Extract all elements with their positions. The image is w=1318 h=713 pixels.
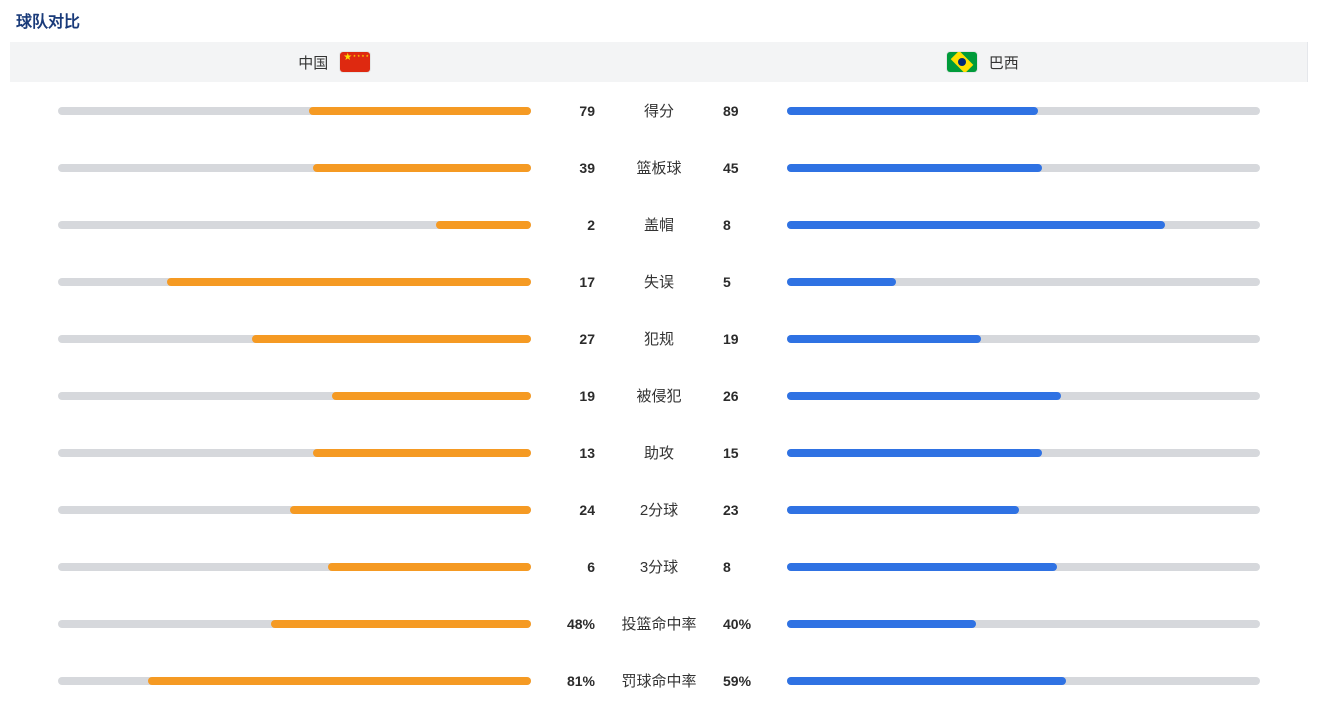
stat-value-left: 79 [541,103,599,119]
stat-label: 失误 [609,271,709,292]
bar-fill-left [332,392,531,400]
bar-track-left [58,677,531,685]
bar-track-left [58,620,531,628]
stat-label: 罚球命中率 [609,670,709,691]
stat-label: 3分球 [609,556,709,577]
bar-track-left [58,221,531,229]
stat-label: 投篮命中率 [609,613,709,634]
stat-value-left: 39 [541,160,599,176]
stat-value-right: 45 [719,160,777,176]
bar-fill-right [787,392,1061,400]
stat-row: 6 3分球 8 [58,556,1260,577]
bar-fill-right [787,677,1066,685]
china-flag-icon [340,52,370,72]
stat-value-right: 8 [719,217,777,233]
bar-fill-right [787,506,1019,514]
stat-row: 17 失误 5 [58,271,1260,292]
bar-track-right [787,620,1260,628]
stat-row: 81% 罚球命中率 59% [58,670,1260,691]
bar-track-right [787,506,1260,514]
stats-list: 79得分8939篮板球452盖帽817失误527犯规1919被侵犯2613助攻1… [10,82,1308,691]
bar-fill-right [787,449,1042,457]
stat-row: 79 得分 89 [58,100,1260,121]
stat-label: 得分 [609,100,709,121]
bar-fill-left [309,107,531,115]
team-right: 巴西 [659,42,1308,82]
stat-value-right: 5 [719,274,777,290]
bar-fill-left [252,335,531,343]
section-title: 球队对比 [16,8,1308,32]
bar-track-right [787,392,1260,400]
bar-track-left [58,449,531,457]
stat-value-left: 13 [541,445,599,461]
stat-value-right: 40% [719,616,777,632]
bar-fill-left [148,677,531,685]
bar-track-left [58,278,531,286]
stat-label: 篮板球 [609,157,709,178]
bar-fill-left [271,620,531,628]
stat-value-right: 8 [719,559,777,575]
stat-label: 盖帽 [609,214,709,235]
team-header: 中国 巴西 [10,42,1308,82]
stat-value-right: 89 [719,103,777,119]
stat-value-right: 15 [719,445,777,461]
stat-row: 39 篮板球 45 [58,157,1260,178]
stat-row: 19 被侵犯 26 [58,385,1260,406]
bar-track-right [787,164,1260,172]
bar-track-left [58,563,531,571]
bar-track-right [787,449,1260,457]
bar-fill-left [328,563,531,571]
brazil-flag-icon [947,52,977,72]
bar-track-right [787,563,1260,571]
bar-track-right [787,335,1260,343]
stat-value-left: 17 [541,274,599,290]
stat-row: 24 2分球 23 [58,499,1260,520]
bar-fill-right [787,335,981,343]
bar-fill-right [787,221,1165,229]
bar-fill-right [787,620,976,628]
stat-row: 48% 投篮命中率 40% [58,613,1260,634]
stat-value-left: 2 [541,217,599,233]
bar-track-right [787,221,1260,229]
stat-value-left: 27 [541,331,599,347]
bar-fill-left [167,278,531,286]
stat-label: 助攻 [609,442,709,463]
bar-track-right [787,107,1260,115]
bar-track-left [58,107,531,115]
stat-value-left: 48% [541,616,599,632]
stat-value-left: 19 [541,388,599,404]
bar-fill-left [290,506,531,514]
bar-fill-right [787,164,1042,172]
bar-fill-left [313,164,531,172]
bar-track-left [58,392,531,400]
bar-track-right [787,278,1260,286]
stat-value-right: 26 [719,388,777,404]
bar-track-right [787,677,1260,685]
stat-label: 被侵犯 [609,385,709,406]
bar-fill-right [787,563,1057,571]
stat-row: 27 犯规 19 [58,328,1260,349]
bar-fill-right [787,278,896,286]
stat-label: 犯规 [609,328,709,349]
team-left-name: 中国 [298,52,328,73]
stat-row: 2 盖帽 8 [58,214,1260,235]
team-left: 中国 [10,42,659,82]
stat-value-right: 23 [719,502,777,518]
stat-value-left: 81% [541,673,599,689]
bar-track-left [58,164,531,172]
stat-label: 2分球 [609,499,709,520]
stat-row: 13 助攻 15 [58,442,1260,463]
stat-value-left: 6 [541,559,599,575]
stat-value-right: 59% [719,673,777,689]
bar-track-left [58,335,531,343]
stat-value-right: 19 [719,331,777,347]
bar-fill-left [313,449,531,457]
bar-track-left [58,506,531,514]
team-compare-panel: 球队对比 中国 巴西 79得分8939篮板球452盖帽817失误527犯规191… [0,0,1318,713]
bar-fill-left [436,221,531,229]
team-right-name: 巴西 [989,52,1019,73]
bar-fill-right [787,107,1038,115]
stat-value-left: 24 [541,502,599,518]
